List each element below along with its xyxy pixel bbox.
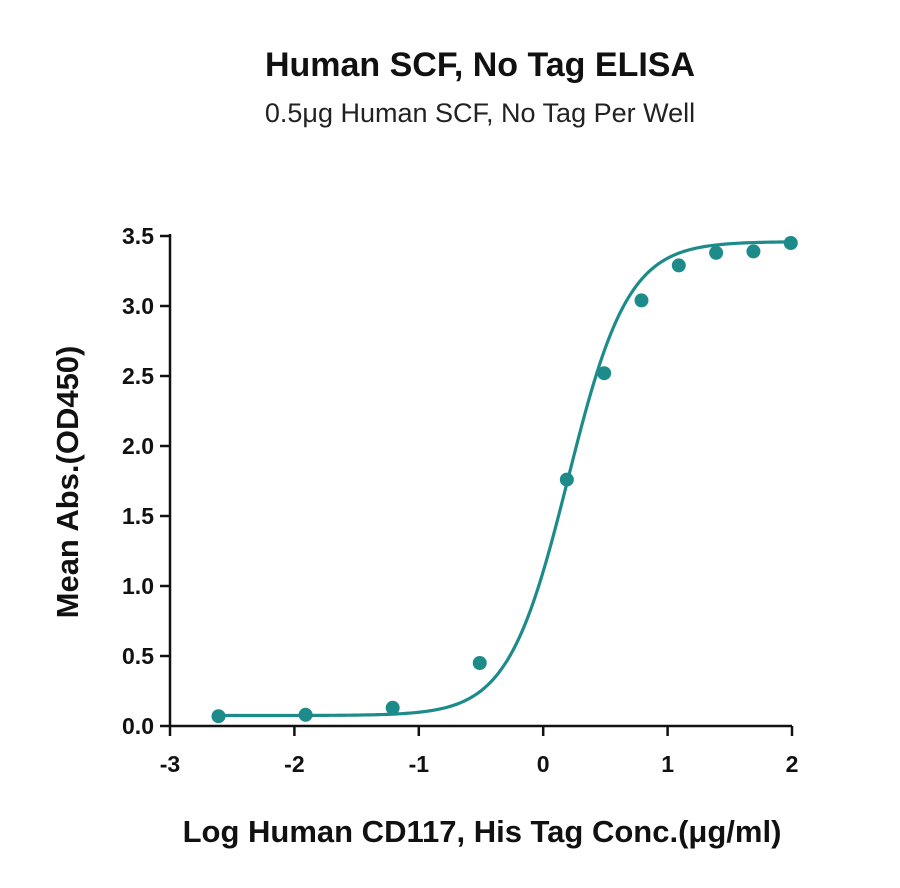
y-tick-label: 2.0: [122, 433, 154, 459]
data-point: [783, 236, 798, 250]
x-tick-label: -2: [284, 751, 304, 777]
data-point: [634, 293, 649, 308]
data-points: [211, 236, 798, 724]
data-point: [746, 244, 761, 259]
y-tick-label: 0.5: [122, 643, 154, 669]
x-tick-label: -1: [409, 751, 430, 777]
x-axis-label: Log Human CD117, His Tag Conc.(μg/ml): [183, 814, 782, 849]
fit-curve: [218, 240, 791, 718]
data-point: [671, 258, 686, 273]
y-axis-label: Mean Abs.(OD450): [50, 346, 85, 619]
data-point: [211, 709, 226, 724]
data-point: [597, 366, 612, 381]
axes: [168, 234, 792, 728]
x-tick-label: 2: [786, 751, 799, 777]
x-tick-label: -3: [160, 751, 180, 777]
chart-title: Human SCF, No Tag ELISA: [265, 46, 695, 84]
y-tick-label: 2.5: [122, 363, 154, 389]
y-tick-label: 1.0: [122, 573, 154, 599]
y-tick-label: 1.5: [122, 503, 154, 529]
data-point: [385, 700, 400, 715]
y-tick-label: 3.0: [122, 293, 154, 319]
y-tick-label: 0.0: [122, 713, 154, 739]
data-point: [472, 656, 487, 670]
chart-subtitle: 0.5μg Human SCF, No Tag Per Well: [265, 98, 695, 128]
data-point: [709, 245, 724, 260]
y-tick-label: 3.5: [122, 223, 154, 249]
x-tick-label: 0: [537, 751, 550, 777]
data-point: [559, 472, 574, 487]
x-axis-ticks: -3 -2 -1 0 1 2: [160, 726, 799, 777]
data-point: [298, 707, 313, 722]
x-tick-label: 1: [661, 751, 674, 777]
y-axis-ticks: 0.0 0.5 1.0 1.5 2.0 2.5 3.0 3.5: [122, 223, 170, 739]
